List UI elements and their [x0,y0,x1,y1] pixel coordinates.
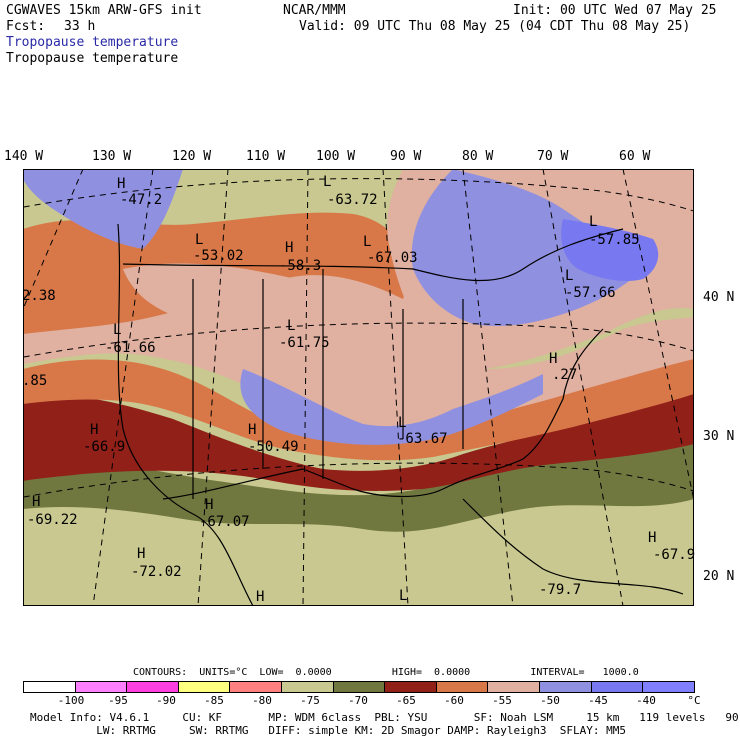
system-letter: H [648,530,657,546]
lon-label: 60 W [619,149,651,164]
legend-tick: -65 [396,694,416,707]
tropopause-temperature-map [23,169,694,606]
system-value: .27 [552,367,578,383]
legend-swatch [75,682,128,692]
legend-swatch [385,682,437,692]
system-value: -58.3 [279,258,322,274]
legend-swatch [591,682,644,692]
legend-swatch [333,682,386,692]
system-letter: H [248,422,257,438]
lon-label: 130 W [92,149,132,164]
legend-swatch [282,682,334,692]
edge-value: .85 [22,373,48,389]
lon-label: 70 W [537,149,569,164]
system-value: -50.49 [248,439,299,455]
init-time: Init: 00 UTC Wed 07 May 25 [513,3,717,18]
system-value: -72.02 [131,564,182,580]
system-value: -63.72 [327,192,378,208]
legend-tick: -85 [204,694,224,707]
map-panel: H -47.2 L -63.72 L -53.02 H -58.3 L -67.… [22,169,696,606]
legend-tick: -100 [57,694,85,707]
system-value: -67.07 [199,514,250,530]
field-title-black: Tropopause temperature [6,51,179,66]
legend-tick: -45 [588,694,608,707]
system-value: -67.9 [653,547,696,563]
system-letter: H [205,497,214,513]
legend-swatch [178,682,231,692]
legend-swatch [488,682,541,692]
system-letter: L [399,588,408,604]
lat-label: 40 N [703,290,735,305]
model-info-line2: LW: RRTMG SW: RRTMG DIFF: simple KM: 2D … [30,724,627,737]
legend-swatch [24,682,76,692]
system-letter: L [398,415,407,431]
system-value: -66.9 [83,439,126,455]
system-value: -69.22 [27,512,78,528]
legend-tick: -80 [252,694,272,707]
legend-swatch [540,682,592,692]
system-value: -63.67 [397,431,448,447]
legend-unit: °C [687,694,701,707]
system-letter: L [287,318,296,334]
system-value: -61.75 [279,335,330,351]
legend-tick: -55 [492,694,512,707]
legend-tick: -40 [636,694,656,707]
legend-tick: -70 [348,694,368,707]
system-value: -61.66 [105,340,156,356]
lon-label: 140 W [4,149,44,164]
system-letter: H [549,351,558,367]
lon-label: 110 W [246,149,286,164]
legend-tick: -95 [108,694,128,707]
contours-info: CONTOURS: UNITS=°C LOW= 0.0000 HIGH= 0.0… [133,667,639,678]
lon-label: 100 W [316,149,356,164]
color-legend [23,681,695,693]
lon-label: 80 W [462,149,494,164]
system-value: -57.85 [589,232,640,248]
legend-tick: -75 [300,694,320,707]
system-letter: L [363,234,372,250]
system-value: -67.03 [367,250,418,266]
fcst-label: Fcst: [6,19,46,34]
lat-label: 30 N [703,429,735,444]
system-letter: H [256,589,265,605]
legend-tick: -60 [444,694,464,707]
lon-label: 120 W [172,149,212,164]
legend-swatch [436,682,489,692]
field-title-blue: Tropopause temperature [6,35,179,50]
system-letter: L [589,214,598,230]
system-letter: L [323,174,332,190]
org-label: NCAR/MMM [283,3,346,18]
fcst-value: 33 h [64,19,96,34]
system-value: -47.2 [120,192,163,208]
system-letter: L [565,268,574,284]
system-value: -79.7 [539,582,582,598]
legend-swatch [643,682,694,692]
system-value: -57.66 [565,285,616,301]
legend-swatch [127,682,179,692]
lat-label: 20 N [703,569,735,584]
system-letter: H [285,240,294,256]
valid-time: Valid: 09 UTC Thu 08 May 25 (04 CDT Thu … [299,19,691,34]
model-title: CGWAVES 15km ARW-GFS init [6,3,202,18]
system-letter: L [195,232,204,248]
lon-label: 90 W [390,149,422,164]
legend-tick: -90 [156,694,176,707]
system-letter: H [90,422,99,438]
system-letter: H [32,494,41,510]
legend-swatch [230,682,283,692]
system-value: -53.02 [193,248,244,264]
edge-value: 2.38 [22,288,56,304]
legend-tick: -50 [540,694,560,707]
model-info-line1: Model Info: V4.6.1 CU: KF MP: WDM 6class… [30,711,740,724]
system-letter: H [137,546,146,562]
system-letter: L [113,322,122,338]
system-letter: H [117,176,126,192]
